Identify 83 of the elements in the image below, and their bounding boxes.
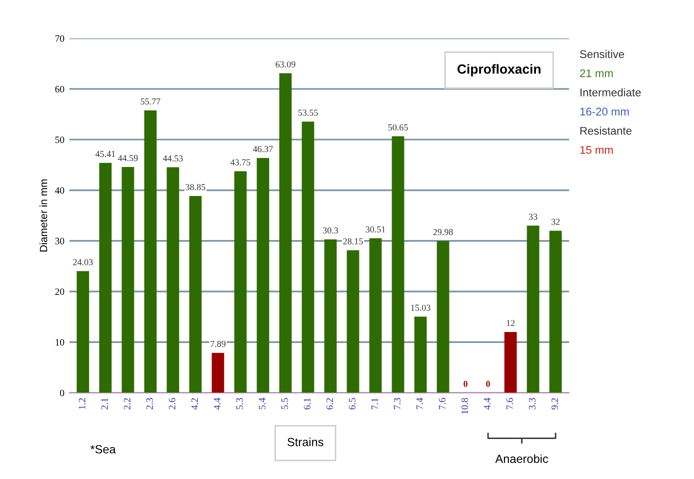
text: Ciprofloxacin xyxy=(458,64,540,76)
x-tick-label: 7.1 xyxy=(371,398,378,410)
data-label: 44.59 xyxy=(118,155,138,162)
y-tick-label: 70 xyxy=(55,35,64,42)
bar xyxy=(414,316,427,393)
x-tick-label: 10.8 xyxy=(461,398,468,414)
x-tick-label: 2.6 xyxy=(168,398,176,410)
bar xyxy=(99,162,112,393)
bar xyxy=(189,196,202,393)
text: Sensitive xyxy=(580,50,624,58)
data-label: 0 xyxy=(486,380,490,387)
bar xyxy=(324,239,337,393)
data-label: 46.37 xyxy=(252,146,273,152)
data-label: 38.85 xyxy=(186,184,206,190)
bar xyxy=(436,240,450,393)
bar xyxy=(279,73,292,393)
bar xyxy=(76,271,90,393)
y-tick-label: 30 xyxy=(55,238,64,244)
x-tick-label: 6.5 xyxy=(348,398,356,410)
data-label: 15.03 xyxy=(411,304,430,311)
x-tick-label: 6.1 xyxy=(304,398,310,410)
data-label: 30.51 xyxy=(366,226,386,232)
y-tick-label: 40 xyxy=(55,187,64,194)
x-tick-label: 1.2 xyxy=(78,398,86,409)
data-label: 33 xyxy=(528,214,538,220)
text: *Sea xyxy=(90,445,116,454)
bar xyxy=(212,352,224,393)
x-tick-label: 5.4 xyxy=(258,398,266,410)
text: Intermediate xyxy=(580,88,641,96)
bar xyxy=(369,238,382,393)
x-tick-label: 4.2 xyxy=(191,398,198,410)
x-tick-label: 6.2 xyxy=(326,398,333,410)
data-label: 50.65 xyxy=(388,124,408,130)
data-label: 55.77 xyxy=(140,98,160,105)
data-label: 44.53 xyxy=(162,155,183,162)
x-tick-label: 7.6 xyxy=(506,398,514,410)
text: 21 mm xyxy=(580,69,613,78)
y-tick-label: 50 xyxy=(55,136,64,144)
bar xyxy=(346,250,360,393)
x-tick-label: 7.3 xyxy=(394,398,400,410)
text: 16-20 mm xyxy=(580,108,629,116)
bar xyxy=(392,136,404,393)
y-tick-label: 10 xyxy=(56,339,64,346)
data-label: 0 xyxy=(464,380,468,387)
data-label: 53.55 xyxy=(298,110,318,116)
bar xyxy=(302,122,314,393)
data-label: 30.3 xyxy=(323,227,338,234)
y-axis-title: Diameter in mm xyxy=(40,179,48,252)
data-label: 29.98 xyxy=(433,228,453,236)
x-tick-label: 4.4 xyxy=(484,398,491,410)
x-tick-label: 9.2 xyxy=(551,398,558,410)
text: Anaerobic xyxy=(495,454,548,464)
data-label: 45.41 xyxy=(95,150,116,157)
data-label: 7.89 xyxy=(210,340,226,347)
bar xyxy=(234,171,247,393)
x-tick-label: 4.4 xyxy=(214,398,220,410)
bar xyxy=(549,230,562,393)
x-tick-label: 7.6 xyxy=(438,398,446,410)
data-label: 12 xyxy=(506,320,515,326)
bar xyxy=(144,110,157,393)
bar xyxy=(504,332,517,393)
data-label: 43.75 xyxy=(230,159,250,166)
bar xyxy=(122,166,134,393)
x-tick-label: 5.5 xyxy=(281,398,288,410)
y-tick-label: 20 xyxy=(55,288,64,295)
bar xyxy=(166,167,180,393)
bar xyxy=(526,226,540,393)
text: 15 mm xyxy=(580,146,613,154)
x-tick-label: 7.4 xyxy=(416,398,424,410)
bar xyxy=(256,158,270,393)
data-label: 63.09 xyxy=(276,61,296,68)
y-tick-label: 0 xyxy=(60,390,64,396)
text: Strains xyxy=(288,438,324,446)
text: Resistante xyxy=(580,126,632,135)
x-tick-label: 5.3 xyxy=(236,398,243,410)
x-tick-label: 2.1 xyxy=(101,398,108,410)
y-tick-label: 60 xyxy=(55,86,64,92)
x-tick-label: 2.2 xyxy=(124,398,130,410)
x-tick-label: 2.3 xyxy=(146,398,153,410)
x-tick-label: 3.3 xyxy=(528,398,536,410)
data-label: 32 xyxy=(551,218,560,225)
data-label: 28.15 xyxy=(343,238,363,244)
data-label: 24.03 xyxy=(73,259,93,266)
